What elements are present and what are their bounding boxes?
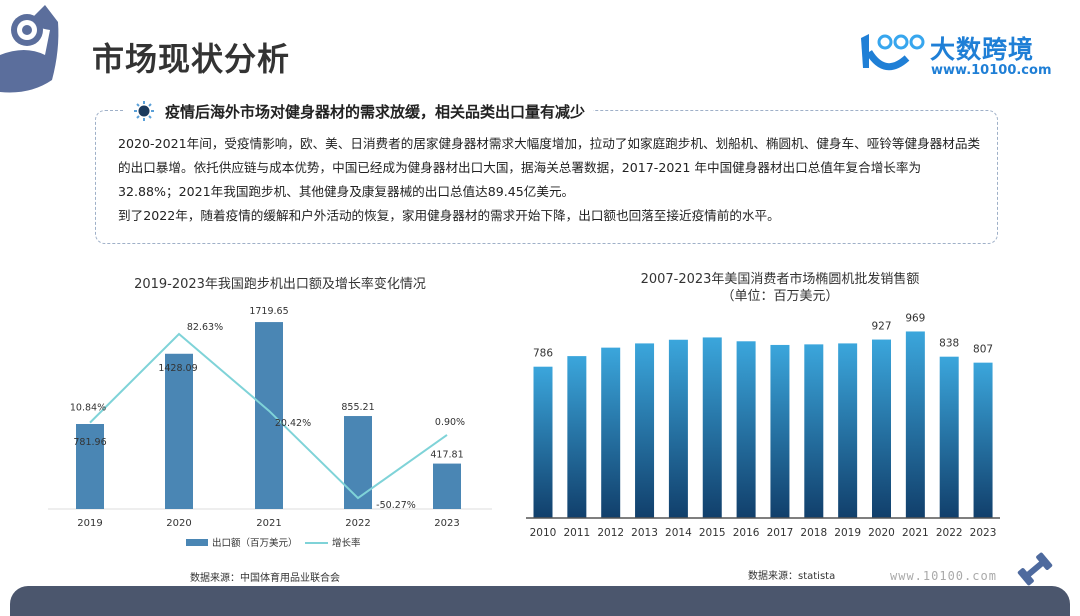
legend-bar-swatch	[186, 539, 208, 546]
line-data-label: 10.84%	[70, 403, 106, 414]
bar-data-label: 927	[871, 321, 891, 333]
bar	[872, 339, 891, 518]
bar-data-label: 969	[905, 312, 925, 324]
arm-dumbbell-logo-icon	[0, 5, 59, 93]
x-tick-label: 2017	[767, 527, 794, 539]
footer-bar	[10, 586, 1070, 616]
x-tick-label: 2022	[936, 527, 963, 539]
bar	[533, 366, 553, 518]
line-data-label: 20.42%	[275, 418, 311, 429]
bar	[635, 343, 655, 518]
bar-data-label: 786	[533, 348, 553, 360]
x-tick-label: 2021	[902, 527, 929, 539]
chart2-source: 数据来源：statista	[748, 571, 836, 582]
bar-data-label: 417.81	[430, 450, 463, 461]
bar	[838, 343, 858, 518]
bar-data-label: 1719.65	[249, 306, 288, 317]
growth-line	[89, 332, 448, 500]
x-tick-label: 2020	[166, 518, 191, 529]
bar	[567, 356, 587, 518]
x-tick-label: 2014	[665, 527, 692, 539]
dumbbell-icon	[1017, 552, 1053, 586]
page-title: 市场现状分析	[92, 40, 291, 78]
summary-heading: 疫情后海外市场对健身器材的需求放缓，相关品类出口量有减少	[125, 100, 594, 122]
summary-paragraph: 2020-2021年间，受疫情影响，欧、美、日消费者的居家健身器材需求大幅度增加…	[118, 136, 981, 199]
bar-data-label: 855.21	[341, 402, 374, 413]
chart2-subtitle: （单位：百万美元）	[721, 289, 839, 304]
bar	[702, 337, 722, 518]
summary-body: 2020-2021年间，受疫情影响，欧、美、日消费者的居家健身器材需求大幅度增加…	[118, 132, 984, 228]
x-tick-label: 2018	[800, 527, 827, 539]
brand-name: 大数跨境	[930, 35, 1035, 64]
x-tick-label: 2012	[597, 527, 624, 539]
bar	[601, 347, 621, 518]
line-data-label: 0.90%	[435, 417, 465, 428]
x-tick-label: 2011	[563, 527, 590, 539]
bar	[973, 362, 993, 518]
summary-paragraph: 到了2022年，随着疫情的缓解和户外活动的恢复，家用健身器材的需求开始下降，出口…	[118, 208, 780, 223]
x-tick-label: 2022	[345, 518, 370, 529]
x-tick-label: 2019	[77, 518, 102, 529]
chart2-elliptical-sales: 2010 786 2011 2012 2013 2014 2015 2016 2017 2018 2…	[526, 312, 1000, 539]
chart2-title-block: 2007-2023年美国消费者市场椭圆机批发销售额 （单位：百万美元）	[560, 271, 1000, 305]
brand-url: www.10100.com	[931, 63, 1052, 78]
bar	[668, 339, 688, 518]
x-tick-label: 2023	[434, 518, 459, 529]
x-tick-label: 2023	[970, 527, 997, 539]
bar	[76, 424, 104, 509]
bar	[344, 416, 372, 509]
bar	[770, 344, 790, 518]
bar-data-label: 1428.09	[158, 363, 197, 374]
sun-icon	[134, 101, 154, 121]
watermark: www.10100.com	[890, 569, 997, 583]
x-tick-label: 2013	[631, 527, 658, 539]
bar-data-label: 781.96	[73, 437, 106, 448]
x-tick-label: 2016	[733, 527, 760, 539]
x-tick-label: 2015	[699, 527, 726, 539]
line-data-label: 82.63%	[187, 322, 223, 333]
chart1-title: 2019-2023年我国跑步机出口额及增长率变化情况	[134, 277, 426, 292]
chart2-title: 2007-2023年美国消费者市场椭圆机批发销售额	[640, 272, 920, 287]
summary-heading-text: 疫情后海外市场对健身器材的需求放缓，相关品类出口量有减少	[165, 102, 586, 121]
bar	[736, 341, 756, 518]
legend-bar-label: 出口额（百万美元）	[212, 537, 298, 549]
x-tick-label: 2019	[834, 527, 861, 539]
bar	[939, 356, 959, 518]
chart1-treadmill-export: 2019 2020 2021 2022 2023 781.96 1428.09 1719.65…	[48, 306, 492, 549]
bar	[165, 353, 193, 509]
bar-data-label: 807	[973, 344, 993, 356]
bar	[804, 344, 824, 518]
bar-data-label: 838	[939, 338, 959, 350]
brand-logo	[861, 34, 925, 71]
bar	[255, 322, 283, 509]
x-tick-label: 2020	[868, 527, 895, 539]
bar	[905, 331, 925, 518]
legend-line-label: 增长率	[332, 537, 361, 549]
line-data-label: -50.27%	[376, 500, 416, 511]
chart1-source: 数据来源：中国体育用品业联合会	[190, 573, 340, 584]
x-tick-label: 2021	[256, 518, 281, 529]
bar	[433, 463, 461, 509]
x-tick-label: 2010	[530, 527, 557, 539]
